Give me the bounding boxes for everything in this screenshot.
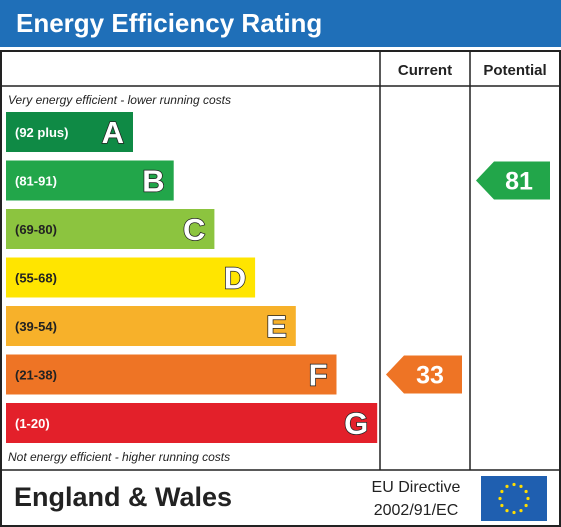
current-header: Current bbox=[398, 62, 452, 79]
eu-star bbox=[519, 484, 523, 488]
eu-star bbox=[512, 482, 516, 487]
page-title: Energy Efficiency Rating bbox=[0, 0, 561, 47]
band-letter-c: C bbox=[183, 212, 205, 247]
eu-flag-icon bbox=[481, 476, 547, 521]
rating-markers: 33 81 bbox=[386, 161, 550, 394]
band-range-f: (21-38) bbox=[15, 368, 57, 383]
current-rating-value: 33 bbox=[416, 362, 444, 390]
eu-star bbox=[498, 496, 502, 501]
directive-line2: 2002/91/EC bbox=[374, 502, 459, 519]
eu-star bbox=[524, 489, 528, 494]
band-letter-f: F bbox=[309, 358, 328, 393]
band-range-g: (1-20) bbox=[15, 416, 50, 431]
top-note: Very energy efficient - lower running co… bbox=[8, 93, 231, 107]
band-range-b: (81-91) bbox=[15, 174, 57, 189]
band-bar-b bbox=[6, 160, 174, 201]
chart-border bbox=[0, 50, 561, 527]
band-letter-e: E bbox=[266, 309, 287, 344]
region-label: England & Wales bbox=[14, 482, 232, 512]
current-rating-arrow bbox=[386, 355, 462, 394]
eu-star bbox=[524, 503, 528, 508]
eu-star bbox=[500, 489, 504, 494]
eu-star bbox=[526, 496, 530, 501]
eu-flag-background bbox=[481, 476, 547, 521]
rating-bands: (92 plus) A (81-91) B (69-80) C (55-68) D (39-54… bbox=[6, 112, 378, 443]
bottom-note: Not energy efficient - higher running co… bbox=[8, 450, 230, 464]
band-bar-e bbox=[6, 306, 296, 346]
band-range-e: (39-54) bbox=[15, 319, 57, 334]
band-letter-g: G bbox=[344, 406, 368, 441]
band-bar-f bbox=[6, 354, 337, 395]
eu-stars bbox=[498, 482, 530, 515]
potential-rating-value: 81 bbox=[505, 168, 533, 196]
eu-star bbox=[512, 510, 516, 515]
band-bar-a bbox=[6, 112, 133, 152]
band-letter-d: D bbox=[224, 261, 246, 296]
potential-header: Potential bbox=[483, 62, 546, 79]
band-range-c: (69-80) bbox=[15, 222, 57, 237]
eu-star bbox=[505, 484, 509, 488]
band-range-d: (55-68) bbox=[15, 271, 57, 286]
band-letter-a: A bbox=[102, 115, 124, 150]
epc-chart: Current Potential Very energy efficient … bbox=[0, 50, 561, 527]
band-letter-b: B bbox=[142, 164, 164, 199]
band-bar-g bbox=[6, 403, 378, 443]
eu-star bbox=[505, 509, 509, 513]
potential-rating-arrow bbox=[476, 161, 550, 200]
band-bar-d bbox=[6, 257, 256, 298]
eu-star bbox=[519, 509, 523, 513]
band-range-a: (92 plus) bbox=[15, 125, 68, 140]
directive-line1: EU Directive bbox=[372, 479, 461, 496]
eu-star bbox=[500, 503, 504, 508]
band-bar-c bbox=[6, 209, 215, 249]
